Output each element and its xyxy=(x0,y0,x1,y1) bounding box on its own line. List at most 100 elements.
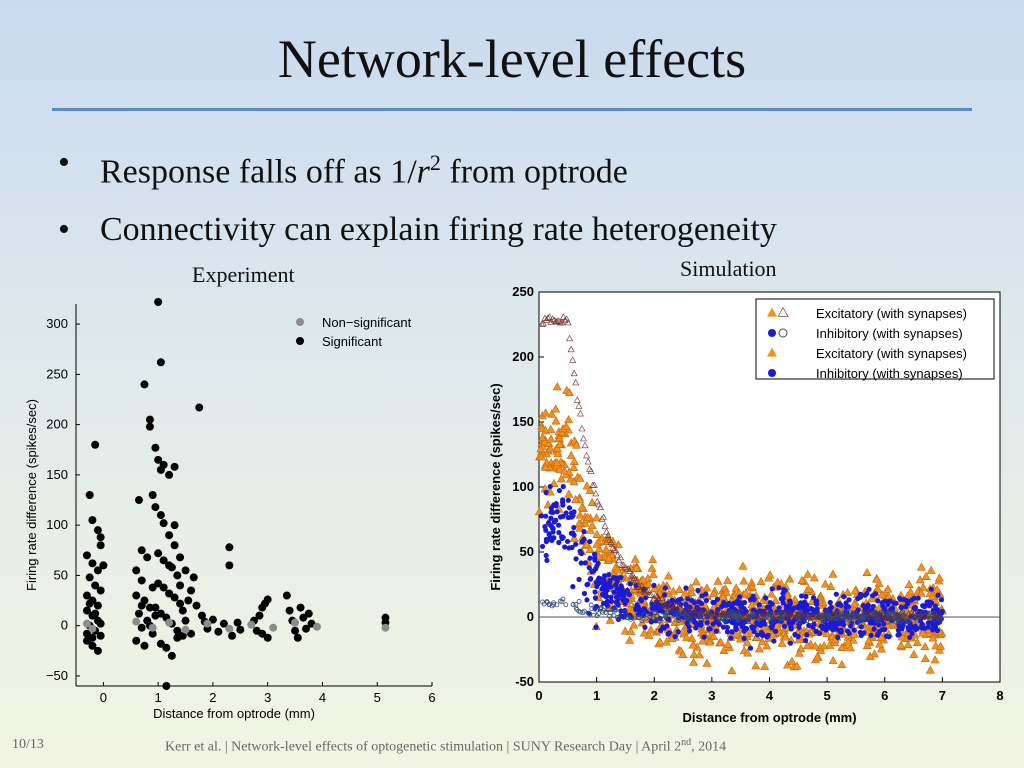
x-tick-label: 1 xyxy=(155,690,162,705)
significant-point xyxy=(145,603,154,612)
inhibitory-point xyxy=(568,514,575,520)
excitatory-nosyn-point xyxy=(878,609,886,617)
legend-marker-non-significant xyxy=(296,318,304,326)
excitatory-point xyxy=(541,462,551,471)
inhibitory-nosyn-point xyxy=(679,611,685,617)
y-tick-label: 50 xyxy=(520,544,534,559)
excitatory-nosyn-point xyxy=(693,606,701,613)
significant-point xyxy=(173,626,182,635)
significant-point xyxy=(137,546,146,555)
excitatory-point xyxy=(564,415,574,424)
excitatory-nosyn-point xyxy=(598,515,606,522)
excitatory-nosyn-point xyxy=(718,610,726,617)
inhibitory-nosyn-point xyxy=(688,617,694,623)
inhibitory-nosyn-point xyxy=(862,614,868,620)
inhibitory-point xyxy=(864,590,870,597)
inhibitory-point xyxy=(600,600,607,606)
inhibitory-point xyxy=(641,606,648,612)
excitatory-point xyxy=(797,575,807,585)
excitatory-nosyn-point xyxy=(781,610,789,617)
inhibitory-point xyxy=(772,628,779,634)
inhibitory-point xyxy=(614,586,620,592)
inhibitory-point xyxy=(587,538,593,545)
excitatory-point xyxy=(837,659,847,669)
inhibitory-point xyxy=(795,603,801,610)
excitatory-point xyxy=(849,599,859,608)
inhibitory-point xyxy=(546,520,552,526)
inhibitory-point xyxy=(756,602,762,608)
inhibitory-point xyxy=(844,628,851,634)
significant-point xyxy=(96,533,105,542)
significant-point xyxy=(96,619,105,628)
inhibitory-point xyxy=(928,586,934,592)
excitatory-point xyxy=(686,583,696,592)
inhibitory-point xyxy=(848,623,854,629)
inhibitory-point xyxy=(573,556,579,562)
significant-point xyxy=(91,440,100,449)
inhibitory-nosyn-point xyxy=(603,609,609,615)
significant-point xyxy=(167,651,176,660)
excitatory-nosyn-point xyxy=(627,572,635,579)
inhibitory-point xyxy=(914,625,920,632)
inhibitory-nosyn-point xyxy=(819,612,825,618)
excitatory-nosyn-point xyxy=(587,467,595,474)
inhibitory-point xyxy=(685,616,691,623)
significant-point xyxy=(96,541,105,550)
excitatory-point xyxy=(705,637,715,646)
inhibitory-nosyn-point xyxy=(827,615,832,620)
inhibitory-point xyxy=(724,629,731,635)
inhibitory-nosyn-point xyxy=(636,615,641,620)
inhibitory-point xyxy=(591,568,597,574)
inhibitory-point xyxy=(634,602,640,608)
significant-point xyxy=(96,586,105,595)
excitatory-nosyn-point xyxy=(563,315,571,322)
inhibitory-point xyxy=(741,628,747,634)
excitatory-nosyn-point xyxy=(550,316,558,324)
inhibitory-point xyxy=(585,581,591,587)
significant-point xyxy=(151,503,160,512)
inhibitory-nosyn-point xyxy=(676,618,682,623)
inhibitory-nosyn-point xyxy=(545,599,550,605)
excitatory-point xyxy=(585,525,595,534)
inhibitory-point xyxy=(896,631,902,638)
inhibitory-point xyxy=(885,601,891,608)
x-tick-label: 4 xyxy=(319,690,326,705)
inhibitory-point xyxy=(726,600,732,606)
inhibitory-point xyxy=(735,600,741,607)
inhibitory-nosyn-point xyxy=(652,610,658,616)
excitatory-nosyn-point xyxy=(626,567,634,574)
excitatory-point xyxy=(904,579,914,588)
excitatory-point xyxy=(638,575,648,584)
excitatory-point xyxy=(936,641,946,650)
legend-label-non-significant: Non−significant xyxy=(322,315,412,330)
inhibitory-point xyxy=(593,624,599,630)
inhibitory-nosyn-point xyxy=(587,611,593,617)
significant-point xyxy=(181,566,190,575)
excitatory-point xyxy=(747,600,757,609)
significant-point xyxy=(93,526,102,535)
inhibitory-nosyn-point xyxy=(906,618,912,624)
excitatory-point xyxy=(561,470,571,479)
y-tick-label: 100 xyxy=(512,479,534,494)
excitatory-point xyxy=(785,574,795,583)
significant-point xyxy=(93,601,102,610)
legend-marker-excitatory-nosyn xyxy=(777,306,789,317)
significant-point xyxy=(228,631,237,640)
inhibitory-nosyn-point xyxy=(778,619,784,624)
excitatory-nosyn-point xyxy=(570,369,578,377)
inhibitory-nosyn-point xyxy=(672,612,678,618)
inhibitory-nosyn-point xyxy=(841,609,847,615)
inhibitory-point xyxy=(865,602,871,608)
legend-marker-excitatory xyxy=(767,307,777,317)
significant-point xyxy=(178,606,187,615)
inhibitory-nosyn-point xyxy=(763,614,769,620)
excitatory-point xyxy=(629,620,639,629)
excitatory-nosyn-point xyxy=(687,605,695,612)
y-tick-label: 150 xyxy=(512,414,534,429)
inhibitory-point xyxy=(938,597,945,603)
non-significant-point xyxy=(88,624,97,633)
excitatory-nosyn-point xyxy=(669,605,677,612)
excitatory-point xyxy=(721,587,731,597)
inhibitory-point xyxy=(932,624,939,630)
inhibitory-nosyn-point xyxy=(756,616,762,622)
